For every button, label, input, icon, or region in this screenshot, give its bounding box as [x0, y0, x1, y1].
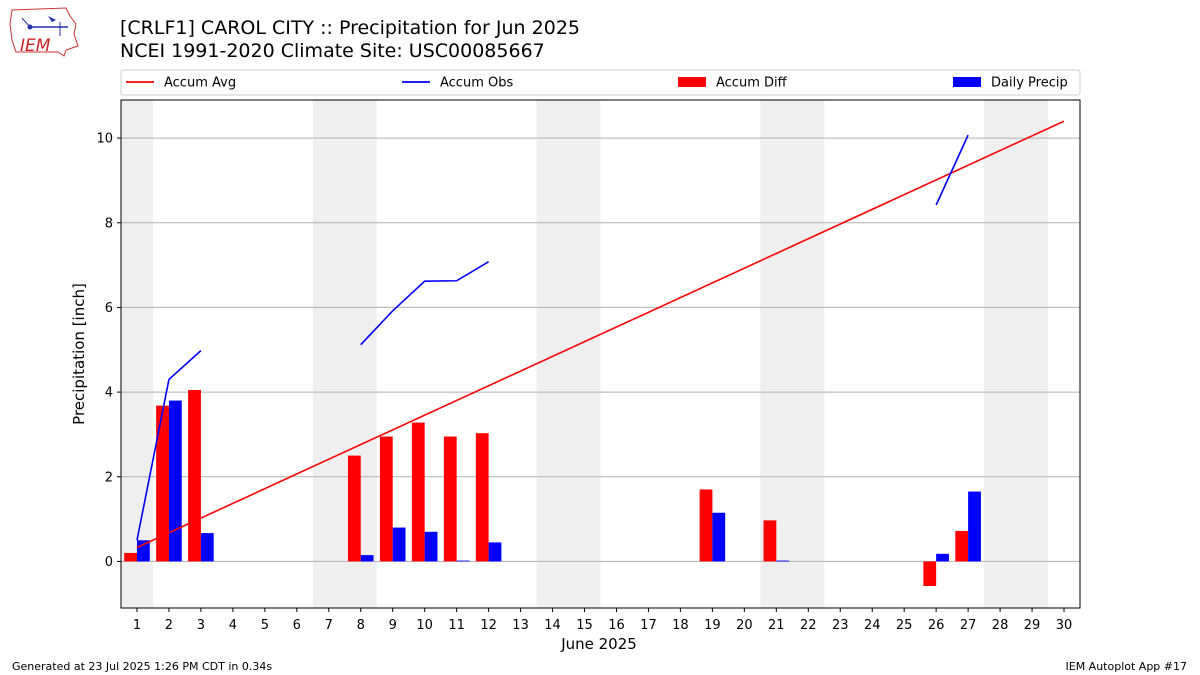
x-tick-label: 5 [261, 618, 269, 633]
accum-diff-bar [379, 436, 393, 562]
daily-precip-bar [200, 533, 214, 562]
legend-label: Accum Avg [164, 76, 236, 91]
daily-precip-bar [168, 400, 182, 562]
x-tick-label: 13 [512, 618, 529, 633]
chart-subtitle: NCEI 1991-2020 Climate Site: USC00085667 [120, 40, 545, 62]
x-tick-label: 2 [165, 618, 173, 633]
x-tick-label: 19 [704, 618, 721, 633]
x-tick-label: 30 [1056, 618, 1073, 633]
x-tick-label: 17 [640, 618, 657, 633]
daily-precip-bar [968, 491, 981, 562]
y-axis-label: Precipitation [inch] [70, 283, 88, 425]
legend-box [120, 69, 1081, 96]
accum-diff-bar [411, 422, 425, 562]
daily-precip-bar [392, 527, 406, 562]
x-tick-label: 24 [864, 618, 881, 633]
y-tick-label: 0 [105, 555, 113, 570]
weekend-band [121, 100, 153, 608]
y-tick-label: 10 [96, 132, 113, 147]
accum-diff-bar [156, 405, 169, 562]
legend-bar-swatch [953, 77, 981, 87]
footer-app: IEM Autoplot App #17 [1065, 660, 1188, 673]
weekend-band [984, 100, 1049, 608]
x-axis-label: June 2025 [560, 635, 637, 653]
weekend-band [312, 100, 377, 608]
accum-avg-line [136, 120, 1065, 549]
y-tick-label: 2 [105, 470, 113, 485]
accum-diff-bar [763, 520, 777, 562]
accum-obs-line [136, 350, 202, 541]
x-tick-label: 11 [448, 618, 465, 633]
legend-label: Daily Precip [991, 76, 1068, 91]
line-series [136, 120, 1065, 549]
x-tick-label: 23 [832, 618, 849, 633]
x-tick-label: 25 [896, 618, 913, 633]
x-tick-label: 18 [672, 618, 689, 633]
accum-diff-bar [923, 561, 937, 586]
x-tick-label: 4 [229, 618, 237, 633]
legend-label: Accum Obs [440, 76, 513, 91]
daily-precip-bar [456, 560, 470, 562]
accum-diff-bar [955, 530, 969, 562]
x-tick-label: 10 [416, 618, 433, 633]
chart-title: [CRLF1] CAROL CITY :: Precipitation for … [120, 17, 580, 39]
x-tick-label: 7 [325, 618, 333, 633]
accum-obs-line [360, 261, 490, 346]
x-tick-label: 6 [293, 618, 301, 633]
weekend-band [536, 100, 601, 608]
x-tick-label: 26 [928, 618, 945, 633]
accum-diff-bar [347, 455, 361, 562]
x-tick-label: 12 [480, 618, 497, 633]
accum-diff-bar [443, 436, 457, 562]
daily-precip-bar [488, 542, 502, 562]
x-tick-label: 16 [608, 618, 625, 633]
weekend-shading [121, 100, 1049, 608]
legend-label: Accum Diff [716, 76, 788, 91]
x-tick-label: 3 [197, 618, 205, 633]
daily-precip-bar [712, 512, 726, 562]
accum-diff-bar [699, 489, 713, 562]
footer-generated: Generated at 23 Jul 2025 1:26 PM CDT in … [12, 660, 273, 673]
y-tick-label: 6 [105, 301, 113, 316]
bar-series [124, 389, 981, 586]
y-tick-label: 4 [105, 386, 113, 401]
daily-precip-bar [424, 531, 438, 562]
x-tick-label: 20 [736, 618, 753, 633]
plot-frame [120, 99, 1081, 609]
accum-diff-bar [188, 389, 201, 562]
y-grid [121, 137, 1080, 562]
x-tick-label: 8 [357, 618, 365, 633]
x-tick-label: 22 [800, 618, 817, 633]
daily-precip-bar [360, 555, 374, 562]
legend: Accum Avg Accum Obs Accum Diff Daily Precip [120, 69, 1081, 96]
x-tick-label: 21 [768, 618, 785, 633]
x-tick-label: 29 [1024, 618, 1041, 633]
daily-precip-bar [936, 553, 949, 562]
x-tick-label: 28 [992, 618, 1009, 633]
accum-obs-line [935, 134, 969, 206]
x-tick-label: 9 [389, 618, 397, 633]
iem-logo: IEM [8, 6, 82, 62]
x-tick-label: 1 [133, 618, 141, 633]
daily-precip-bar [136, 540, 150, 562]
y-tick-label: 8 [105, 216, 113, 231]
x-tick-label: 27 [960, 618, 977, 633]
legend-bar-swatch [678, 77, 706, 87]
logo-text: IEM [20, 36, 51, 56]
accum-diff-bar [124, 552, 137, 562]
daily-precip-bar [776, 560, 790, 562]
accum-diff-bar [475, 433, 489, 562]
x-tick-label: 14 [544, 618, 561, 633]
x-tick-label: 15 [576, 618, 593, 633]
